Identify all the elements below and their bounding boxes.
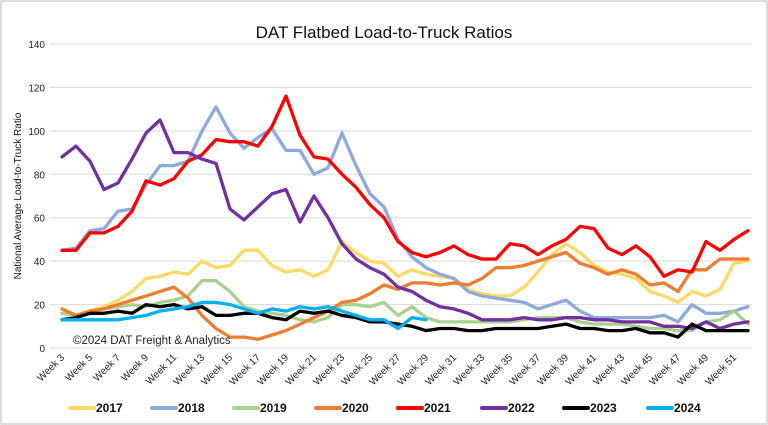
copyright-annotation: ©2024 DAT Freight & Analytics bbox=[73, 335, 231, 347]
series-line-2022 bbox=[60, 118, 750, 331]
legend-label: 2019 bbox=[260, 401, 287, 415]
series-line-2020 bbox=[60, 250, 750, 341]
y-tick-label: 120 bbox=[28, 83, 45, 94]
series-line-2024 bbox=[60, 300, 428, 331]
legend-item-2023: 2023 bbox=[562, 401, 617, 415]
series-line-2017 bbox=[60, 239, 750, 318]
y-tick-label: 60 bbox=[34, 214, 46, 225]
legend-label: 2024 bbox=[674, 401, 701, 415]
y-tick-label: 20 bbox=[34, 301, 46, 312]
y-tick-label: 140 bbox=[28, 40, 45, 51]
chart-title: DAT Flatbed Load-to-Truck Ratios bbox=[256, 23, 513, 42]
series-line-2021 bbox=[60, 94, 750, 278]
legend-item-2017: 2017 bbox=[68, 401, 123, 415]
legend-label: 2021 bbox=[424, 401, 451, 415]
legend-item-2021: 2021 bbox=[396, 401, 451, 415]
legend-label: 2017 bbox=[96, 401, 123, 415]
series-lines bbox=[60, 94, 750, 341]
legend-label: 2022 bbox=[508, 401, 535, 415]
y-tick-label: 80 bbox=[34, 170, 46, 181]
legend: 2017 2018 2019 2020 2021 2022 2023 2024 bbox=[68, 401, 701, 415]
y-tick-label: 40 bbox=[34, 257, 46, 268]
y-axis-ticks: 0 20 40 60 80 100 120 140 bbox=[28, 40, 45, 355]
y-axis-label: National Average Load-to-Truck Ratio bbox=[13, 112, 24, 279]
legend-label: 2020 bbox=[342, 401, 369, 415]
series-line-2023 bbox=[60, 302, 750, 339]
y-tick-label: 0 bbox=[39, 344, 45, 355]
series-line-2019 bbox=[60, 279, 750, 333]
legend-label: 2023 bbox=[590, 401, 617, 415]
legend-label: 2018 bbox=[178, 401, 205, 415]
legend-item-2019: 2019 bbox=[232, 401, 287, 415]
legend-item-2020: 2020 bbox=[314, 401, 369, 415]
y-tick-label: 100 bbox=[28, 127, 45, 138]
legend-item-2018: 2018 bbox=[150, 401, 205, 415]
legend-item-2022: 2022 bbox=[480, 401, 535, 415]
legend-item-2024: 2024 bbox=[646, 401, 701, 415]
